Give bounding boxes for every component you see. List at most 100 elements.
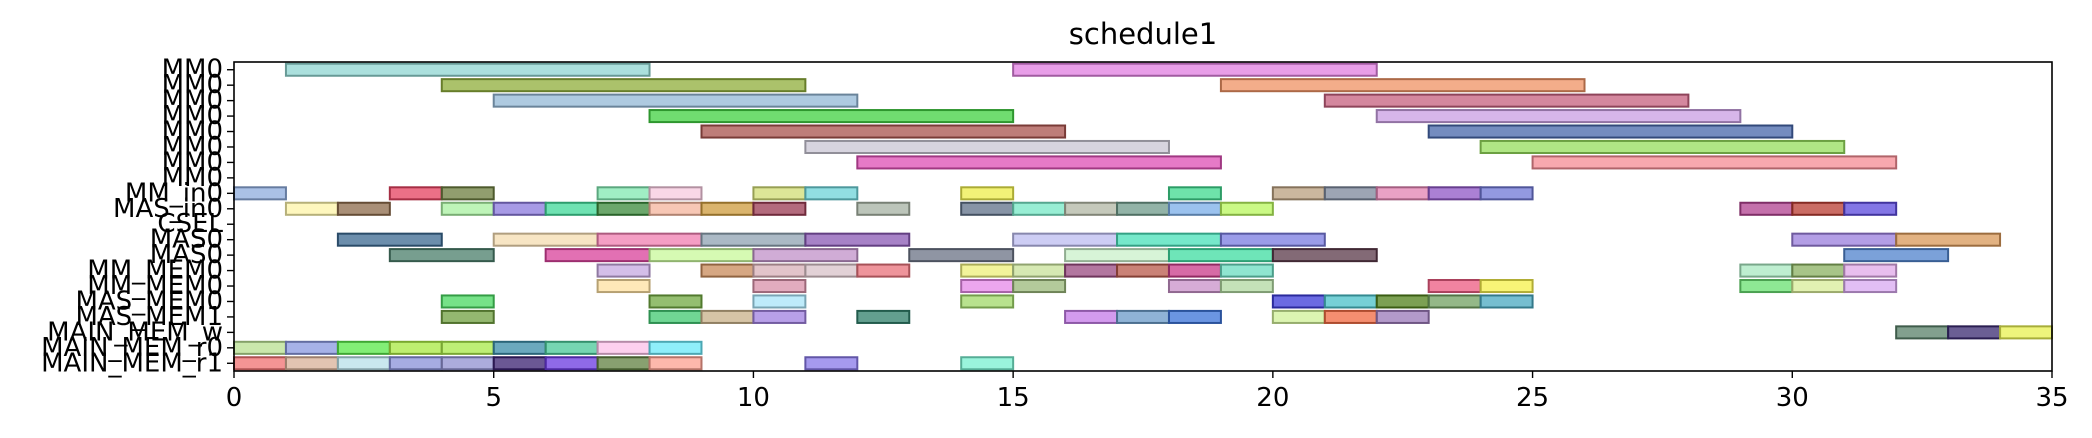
task-bar <box>1895 325 1950 340</box>
task-bar <box>1219 263 1274 278</box>
task-bar <box>1219 278 1274 294</box>
task-bar <box>752 201 807 216</box>
task-bar <box>544 340 599 355</box>
task-bar <box>1064 263 1119 278</box>
y-tick-label: MM0 <box>162 147 223 177</box>
task-bar <box>1843 248 1950 263</box>
task-bar <box>233 356 287 371</box>
task-bar <box>1375 109 1742 124</box>
task-bar <box>960 186 1015 201</box>
y-tick-label: MM_in0 <box>125 178 223 208</box>
x-axis-ticks: 0 5 10 15 20 25 30 35 <box>226 371 2069 413</box>
task-bar <box>752 186 807 201</box>
task-bar <box>700 124 1067 139</box>
y-tick-label: MAIN_MEM_w <box>47 317 223 347</box>
task-bar <box>596 263 651 278</box>
y-tick-label: MM0 <box>162 132 223 162</box>
task-bar <box>804 356 859 371</box>
task-bar <box>856 155 1222 170</box>
task-bar <box>233 186 287 201</box>
task-bar <box>1167 278 1222 294</box>
task-bar <box>596 232 703 247</box>
task-bar <box>596 340 651 355</box>
task-bar <box>388 248 495 263</box>
task-bar <box>960 278 1015 294</box>
task-bar <box>1219 78 1586 93</box>
task-bar <box>908 248 1015 263</box>
task-bar <box>1375 186 1430 201</box>
task-bar <box>1739 263 1794 278</box>
task-bar <box>1895 232 2002 247</box>
task-bar <box>440 201 495 216</box>
task-bar <box>1271 248 1378 263</box>
task-bar <box>1843 278 1898 294</box>
task-bar <box>1479 186 1534 201</box>
task-bar <box>1219 201 1274 216</box>
plot-frame <box>233 61 2053 372</box>
y-tick-label: MAS_in0 <box>113 194 223 224</box>
x-tick-label: 20 <box>1256 383 1289 413</box>
task-bar <box>648 294 703 309</box>
task-bar <box>1167 309 1222 324</box>
task-bar <box>648 248 755 263</box>
task-bar <box>1271 294 1326 309</box>
task-bar <box>1012 278 1067 294</box>
task-bar <box>336 232 443 247</box>
task-bar <box>440 356 495 371</box>
y-tick-label: MAS0 <box>150 225 223 255</box>
y-tick-label: MM0 <box>162 101 223 131</box>
task-bar <box>596 356 651 371</box>
x-tick-label: 0 <box>226 383 243 413</box>
y-tick-label: MAS_MEM0 <box>75 286 223 316</box>
task-bar <box>1947 325 2002 340</box>
task-bar <box>752 294 807 309</box>
task-bar <box>388 340 443 355</box>
chart-title: schedule1 <box>1069 17 1217 51</box>
y-tick-label: MM0 <box>162 117 223 147</box>
task-bar <box>1375 294 1430 309</box>
task-bar <box>1012 263 1067 278</box>
task-bar <box>960 201 1015 216</box>
task-bar <box>1531 155 1898 170</box>
task-bar <box>1479 139 1846 155</box>
x-tick-label: 15 <box>997 383 1030 413</box>
task-bar <box>596 201 651 216</box>
task-bars <box>233 62 2053 371</box>
y-tick-label: MAIN_MEM_r1 <box>41 348 223 378</box>
task-bar <box>960 263 1015 278</box>
task-bar <box>648 340 703 355</box>
y-tick-label: MM0 <box>162 70 223 100</box>
task-bar <box>388 186 443 201</box>
task-bar <box>752 278 807 294</box>
y-tick-label: MAIN_MEM_r0 <box>41 333 223 363</box>
task-bar <box>700 309 755 324</box>
task-bar <box>440 340 495 355</box>
task-bar <box>752 263 807 278</box>
task-bar <box>1479 294 1534 309</box>
task-bar <box>1271 186 1326 201</box>
task-bar <box>1375 309 1430 324</box>
task-bar <box>1167 248 1274 263</box>
task-bar <box>1167 263 1222 278</box>
task-bar <box>648 201 703 216</box>
y-tick-label: MM0 <box>162 163 223 193</box>
task-bar <box>856 309 911 324</box>
task-bar <box>752 309 807 324</box>
task-bar <box>856 201 911 216</box>
y-axis-ticks: MM0MM0MM0MM0MM0MM0MM0MM0MM_in0MAS_in0CSE… <box>41 55 234 378</box>
task-bar <box>804 263 859 278</box>
task-bar <box>1167 201 1222 216</box>
task-bar <box>492 356 547 371</box>
task-bar <box>1739 278 1794 294</box>
x-tick-label: 10 <box>737 383 770 413</box>
task-bar <box>284 340 339 355</box>
task-bar <box>960 294 1015 309</box>
task-bar <box>1427 186 1482 201</box>
task-bar <box>648 109 1015 124</box>
x-tick-label: 25 <box>1516 383 1549 413</box>
x-tick-label: 30 <box>1776 383 1809 413</box>
task-bar <box>1791 232 1898 247</box>
y-tick-label: MM0 <box>162 55 223 85</box>
task-bar <box>1427 278 1482 294</box>
